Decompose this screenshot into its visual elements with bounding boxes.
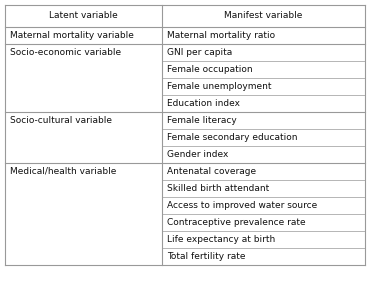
Text: Gender index: Gender index [166, 150, 228, 159]
Text: Total fertility rate: Total fertility rate [166, 252, 245, 261]
Text: Antenatal coverage: Antenatal coverage [166, 167, 256, 176]
Text: Latent variable: Latent variable [49, 11, 118, 21]
Text: Maternal mortality variable: Maternal mortality variable [10, 31, 134, 40]
Text: Female literacy: Female literacy [166, 116, 236, 125]
Text: Contraceptive prevalence rate: Contraceptive prevalence rate [166, 218, 305, 227]
Text: Female secondary education: Female secondary education [166, 133, 297, 142]
Text: Medical/health variable: Medical/health variable [10, 167, 117, 176]
Text: Maternal mortality ratio: Maternal mortality ratio [166, 31, 275, 40]
Text: Socio-cultural variable: Socio-cultural variable [10, 116, 112, 125]
Text: Female unemployment: Female unemployment [166, 82, 271, 91]
Text: GNI per capita: GNI per capita [166, 48, 232, 57]
Text: Manifest variable: Manifest variable [224, 11, 303, 21]
Text: Life expectancy at birth: Life expectancy at birth [166, 235, 275, 244]
Text: Education index: Education index [166, 99, 240, 108]
Text: Socio-economic variable: Socio-economic variable [10, 48, 121, 57]
Text: Female occupation: Female occupation [166, 65, 252, 74]
Text: Skilled birth attendant: Skilled birth attendant [166, 184, 269, 193]
Text: Access to improved water source: Access to improved water source [166, 201, 317, 210]
